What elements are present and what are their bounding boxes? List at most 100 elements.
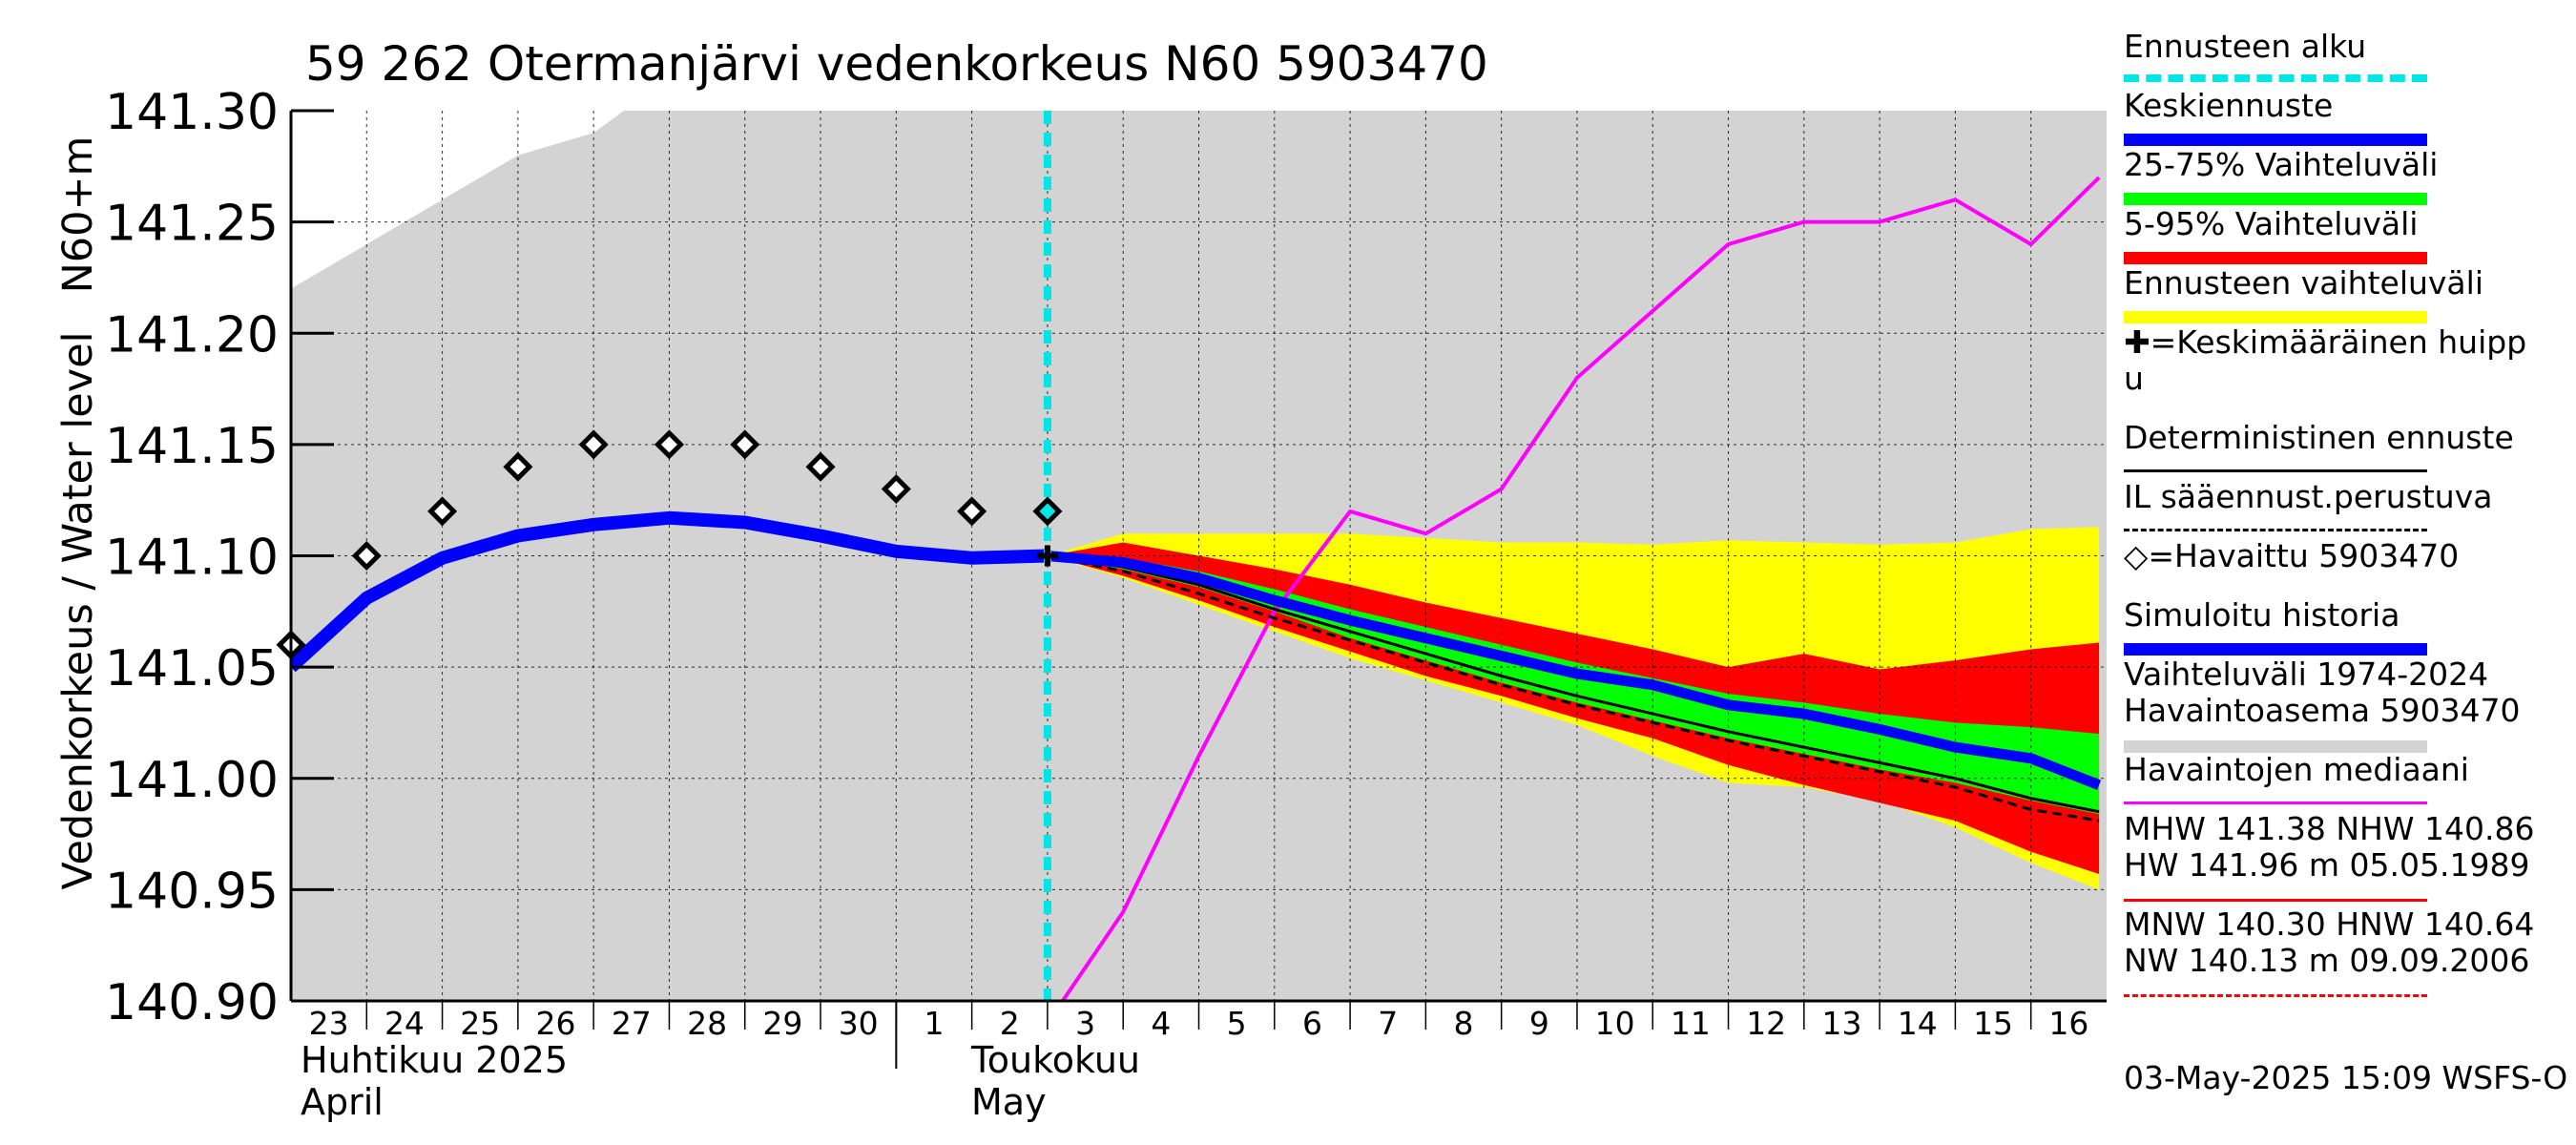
legend-label: MHW 141.38 NHW 140.86 <box>2124 810 2535 847</box>
legend-label: MNW 140.30 HNW 140.64 <box>2124 906 2535 943</box>
x-tick-label: 26 <box>536 1005 576 1042</box>
median-line <box>1061 176 2101 1001</box>
observed-marker <box>730 429 760 460</box>
observed-marker <box>881 473 911 505</box>
legend-swatch <box>2124 134 2427 146</box>
legend-swatch <box>2124 643 2427 656</box>
x-tick-label: 14 <box>1898 1005 1938 1042</box>
legend-label-line2: NW 140.13 m 09.09.2006 <box>2124 942 2530 979</box>
y-tick-label: 141.00 <box>105 752 279 809</box>
legend-label: Ennusteen alku <box>2124 28 2367 65</box>
mean-forecast-line <box>1047 551 2102 790</box>
x-tick-label: 12 <box>1746 1005 1786 1042</box>
legend-item: Ennusteen vaihteluväli <box>2124 265 2572 324</box>
legend-item: 5-95% Vaihteluväli <box>2124 206 2572 265</box>
x-tick-label: 10 <box>1595 1005 1635 1042</box>
legend-label: Ennusteen vaihteluväli <box>2124 264 2483 302</box>
month-label-fi: Toukokuu <box>970 1039 1140 1081</box>
legend-swatch <box>2124 311 2427 323</box>
x-tick-label: 9 <box>1529 1005 1549 1042</box>
legend-item: Keskiennuste <box>2124 88 2572 147</box>
simulated-history-line <box>291 510 1049 673</box>
observed-marker <box>503 451 533 482</box>
observed-marker <box>957 496 987 527</box>
legend-swatch <box>2124 994 2427 997</box>
y-tick-label: 141.05 <box>105 640 279 697</box>
legend-item: MHW 141.38 NHW 140.86 HW 141.96 m 05.05.1… <box>2124 811 2572 906</box>
observed-marker <box>351 540 382 572</box>
legend-swatch <box>2124 899 2427 902</box>
legend-item: ◇=Havaittu 5903470 <box>2124 538 2572 597</box>
y-tick-label: 140.95 <box>105 863 279 920</box>
timestamp-label: 03-May-2025 15:09 WSFS-O <box>2124 1059 2568 1096</box>
legend-swatch <box>2124 529 2427 531</box>
mean-peak-marker <box>1036 545 1058 567</box>
legend-label: 25-75% Vaihteluväli <box>2124 146 2439 183</box>
month-label-en: April <box>301 1081 384 1123</box>
month-label-en: May <box>971 1081 1047 1123</box>
legend-label: IL sääennust.perustuva <box>2124 478 2493 515</box>
legend-swatch <box>2124 469 2427 472</box>
x-tick-label: 13 <box>1821 1005 1861 1042</box>
legend-item: ✚=Keskimääräinen huipp u <box>2124 324 2572 420</box>
x-tick-label: 24 <box>384 1005 425 1042</box>
x-tick-label: 2 <box>1000 1005 1020 1042</box>
legend-label-line2: HW 141.96 m 05.05.1989 <box>2124 846 2530 884</box>
x-tick-label: 25 <box>460 1005 500 1042</box>
y-tick-label: 141.20 <box>105 306 279 364</box>
x-tick-label: 3 <box>1075 1005 1095 1042</box>
x-tick-label: 30 <box>839 1005 879 1042</box>
series-lines <box>291 176 2102 1001</box>
y-tick-label: 140.90 <box>105 974 279 1031</box>
legend-item: Vaihteluväli 1974-2024 Havaintoasema 590… <box>2124 656 2572 753</box>
x-tick-label: 7 <box>1378 1005 1398 1042</box>
legend-label: Deterministinen ennuste <box>2124 419 2514 456</box>
observed-marker <box>805 451 836 482</box>
y-axis-label: Vedenkorkeus / Water level <box>54 331 102 889</box>
x-tick-label: 28 <box>687 1005 727 1042</box>
observed-marker <box>654 429 684 460</box>
legend-label: Simuloitu historia <box>2124 596 2400 634</box>
x-tick-label: 4 <box>1151 1005 1171 1042</box>
legend-item: IL sääennust.perustuva <box>2124 479 2572 538</box>
deterministic-forecast-line <box>1047 554 2100 814</box>
observed-marker <box>427 496 458 527</box>
x-tick-label: 1 <box>924 1005 944 1042</box>
x-tick-label: 6 <box>1302 1005 1322 1042</box>
y-tick-label: 141.30 <box>105 84 279 141</box>
legend-label-line2: Havaintoasema 5903470 <box>2124 692 2521 729</box>
x-tick-label: 27 <box>612 1005 652 1042</box>
y-tick-label: 141.15 <box>105 418 279 475</box>
legend-item: Ennusteen alku <box>2124 29 2572 88</box>
legend-item: Simuloitu historia <box>2124 597 2572 656</box>
x-tick-label: 23 <box>309 1005 349 1042</box>
legend-label: Keskiennuste <box>2124 87 2334 124</box>
legend-swatch <box>2124 193 2427 205</box>
chart-title: 59 262 Otermanjärvi vedenkorkeus N60 590… <box>305 36 1488 92</box>
observed-marker <box>578 429 609 460</box>
y-tick-label: 141.25 <box>105 196 279 253</box>
legend-label-line2: u <box>2124 360 2144 397</box>
legend-item: Havaintojen mediaani <box>2124 752 2572 811</box>
x-tick-label: 16 <box>2048 1005 2088 1042</box>
observed-marker <box>1032 496 1063 527</box>
legend-swatch <box>2124 802 2427 804</box>
legend-label: ◇=Havaittu 5903470 <box>2124 537 2460 574</box>
legend-swatch <box>2124 252 2427 264</box>
legend-label: ✚=Keskimääräinen huipp <box>2124 323 2527 361</box>
legend: Ennusteen alku Keskiennuste 25-75% Vaihtel… <box>2124 29 2572 1002</box>
legend-item: MNW 140.30 HNW 140.64 NW 140.13 m 09.09.2… <box>2124 906 2572 1002</box>
legend-item: Deterministinen ennuste <box>2124 420 2572 479</box>
x-tick-label: 8 <box>1454 1005 1474 1042</box>
legend-item: 25-75% Vaihteluväli <box>2124 147 2572 206</box>
legend-label: 5-95% Vaihteluväli <box>2124 205 2419 242</box>
month-label-fi: Huhtikuu 2025 <box>301 1039 568 1081</box>
legend-label: Vaihteluväli 1974-2024 <box>2124 656 2489 693</box>
history-range-upper-edge <box>291 111 624 289</box>
x-tick-label: 15 <box>1973 1005 2013 1042</box>
band-5-95 <box>1047 542 2100 874</box>
x-tick-label: 5 <box>1227 1005 1247 1042</box>
x-tick-label: 11 <box>1671 1005 1711 1042</box>
il-forecast-line <box>1047 554 2100 822</box>
